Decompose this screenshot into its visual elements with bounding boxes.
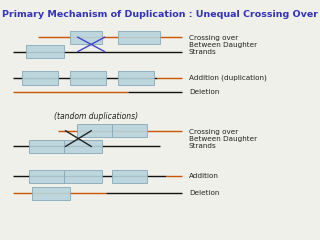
Bar <box>70 30 102 44</box>
Bar <box>29 170 64 183</box>
Bar <box>26 45 64 58</box>
Text: Crossing over
Between Daughter
Strands: Crossing over Between Daughter Strands <box>189 35 257 55</box>
Bar <box>29 140 64 153</box>
Bar <box>64 140 102 153</box>
Text: Deletion: Deletion <box>189 90 219 96</box>
Bar <box>118 30 160 44</box>
Text: Addition: Addition <box>189 173 219 180</box>
Bar <box>112 170 147 183</box>
Text: (tandom duplications): (tandom duplications) <box>54 112 139 121</box>
Bar <box>64 170 102 183</box>
Bar <box>118 71 154 85</box>
Text: Crossing over
Between Daughter
Strands: Crossing over Between Daughter Strands <box>189 129 257 149</box>
Bar <box>77 124 112 137</box>
Text: Deletion: Deletion <box>189 190 219 196</box>
Bar <box>22 71 58 85</box>
Text: Addition (duplication): Addition (duplication) <box>189 75 267 81</box>
Text: Primary Mechanism of Duplication : Unequal Crossing Over: Primary Mechanism of Duplication : Unequ… <box>2 10 318 19</box>
Bar <box>32 187 70 200</box>
Bar <box>70 71 106 85</box>
Bar <box>112 124 147 137</box>
